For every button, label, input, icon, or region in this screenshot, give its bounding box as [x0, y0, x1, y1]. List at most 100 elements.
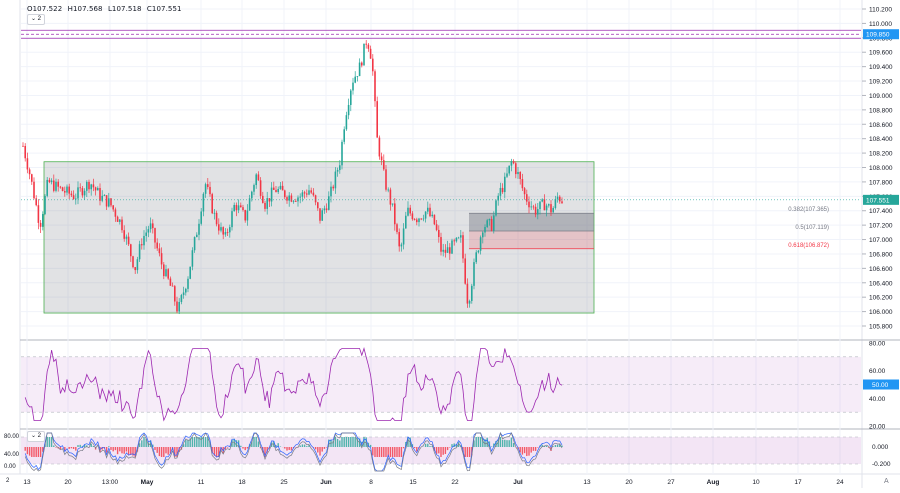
candle-body — [42, 214, 44, 227]
indicator-count: 2 — [38, 433, 41, 439]
candle-body — [440, 237, 442, 252]
osc-histogram-bar — [555, 445, 556, 447]
osc-histogram-bar — [352, 437, 353, 447]
candle-body — [62, 187, 64, 191]
candle-body — [244, 210, 246, 220]
candle-body — [508, 166, 510, 174]
candle-body — [471, 286, 473, 301]
time-tick-label: 13 — [583, 479, 591, 486]
candle-body — [209, 187, 211, 194]
price-tick-label: 108.000 — [869, 165, 893, 172]
candle-body — [31, 174, 33, 182]
candle-body — [502, 188, 504, 192]
osc-histogram-bar — [322, 447, 323, 452]
candle-body — [178, 302, 180, 311]
candle-body — [324, 208, 326, 210]
price-tick-label: 108.400 — [869, 136, 893, 143]
osc-histogram-bar — [194, 437, 195, 447]
osc-histogram-bar — [429, 446, 430, 447]
osc-histogram-bar — [374, 447, 375, 457]
candle-body — [231, 211, 233, 227]
candle-body — [55, 182, 57, 191]
candle-body — [60, 187, 62, 188]
candle-body — [53, 181, 55, 191]
indicators-collapse-button[interactable]: ⌄ 2 — [27, 14, 45, 25]
candle-body — [370, 49, 372, 59]
candle-body — [86, 182, 88, 191]
osc-histogram-bar — [392, 447, 393, 457]
candle-body — [200, 211, 202, 223]
candle-body — [128, 237, 130, 245]
candle-body — [398, 232, 400, 246]
osc-histogram-bar — [533, 447, 534, 451]
candle-body — [335, 172, 337, 189]
osc-histogram-bar — [335, 437, 336, 447]
candle-body — [379, 138, 381, 157]
candle-body — [260, 180, 262, 196]
price-tick-label: 106.800 — [869, 251, 893, 258]
osc-histogram-bar — [91, 444, 92, 447]
candle-body — [33, 182, 35, 199]
chevron-down-icon: ⌄ — [31, 433, 36, 439]
osc-histogram-bar — [522, 447, 523, 455]
candle-body — [249, 198, 251, 210]
candle-body — [319, 208, 321, 220]
candle-body — [293, 201, 295, 202]
candle-body — [326, 208, 328, 209]
osc-histogram-bar — [504, 440, 505, 447]
osc-histogram-bar — [154, 447, 155, 450]
candle-body — [304, 192, 306, 193]
candle-body — [229, 227, 231, 232]
candle-body — [163, 264, 165, 276]
candle-body — [546, 206, 548, 211]
time-tick-label: 18 — [238, 479, 246, 486]
candle-body — [306, 193, 308, 194]
osc-histogram-bar — [306, 446, 307, 447]
osc-histogram-bar — [117, 447, 118, 454]
osc-histogram-bar — [187, 440, 188, 447]
candle-body — [222, 227, 224, 234]
osc-histogram-bar — [531, 447, 532, 453]
osc-histogram-bar — [478, 437, 479, 447]
candle-body — [346, 115, 348, 129]
candle-body — [530, 207, 532, 208]
candle-body — [561, 201, 563, 203]
candle-body — [484, 227, 486, 232]
time-tick-label: Aug — [707, 479, 720, 486]
candle-body — [233, 205, 235, 211]
osc-histogram-bar — [73, 447, 74, 449]
candle-body — [544, 199, 546, 210]
fib-level-label: 0.618(106.872) — [788, 243, 829, 249]
candle-body — [123, 230, 125, 239]
candle-body — [442, 250, 444, 252]
price-tick-label: 108.200 — [869, 151, 893, 158]
candle-body — [302, 192, 304, 196]
osc-histogram-bar — [427, 444, 428, 447]
candle-body — [436, 224, 438, 230]
candle-body — [189, 267, 191, 279]
candle-body — [139, 244, 141, 259]
osc-histogram-bar — [304, 445, 305, 447]
osc-histogram-bar — [403, 447, 404, 448]
osc-histogram-bar — [443, 447, 444, 455]
timezone-badge[interactable]: 2 — [6, 478, 9, 484]
osc-histogram-bar — [511, 438, 512, 447]
time-tick-label: May — [141, 479, 154, 486]
candle-body — [350, 90, 352, 104]
candle-body — [385, 169, 387, 189]
time-tick-label: 8 — [369, 479, 373, 486]
auto-scale-icon[interactable]: A — [884, 478, 889, 485]
candle-body — [376, 101, 378, 137]
candle-body — [414, 219, 416, 220]
candle-body — [150, 223, 152, 229]
ohlc-low: L107.518 — [108, 5, 142, 13]
osc-histogram-bar — [355, 437, 356, 447]
candle-body — [141, 244, 143, 245]
candle-body — [310, 190, 312, 192]
candle-body — [174, 286, 176, 301]
oscillator-collapse-button[interactable]: ⌄ 2 — [27, 431, 45, 442]
candle-body — [383, 160, 385, 169]
candle-body — [192, 250, 194, 266]
